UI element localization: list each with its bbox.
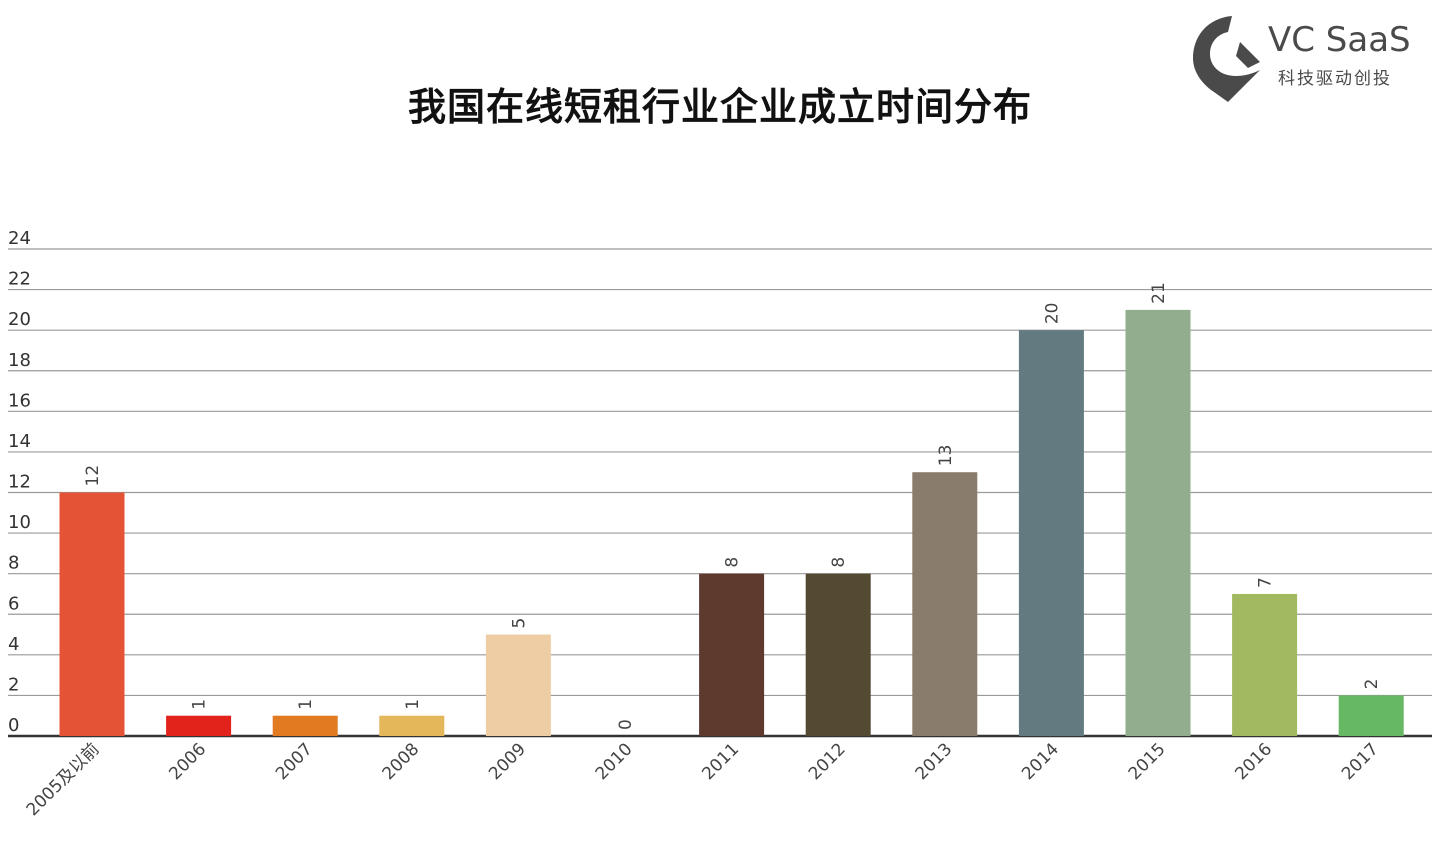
bar bbox=[912, 472, 978, 736]
x-tick-label: 2009 bbox=[485, 739, 530, 784]
x-tick-label: 2014 bbox=[1018, 739, 1063, 784]
data-label: 2 bbox=[1362, 679, 1382, 690]
bar bbox=[1232, 593, 1298, 736]
y-tick-label: 24 bbox=[8, 228, 31, 249]
y-tick-label: 22 bbox=[8, 269, 31, 290]
y-tick-label: 14 bbox=[8, 431, 31, 452]
x-tick-label: 2006 bbox=[165, 739, 210, 784]
y-tick-label: 12 bbox=[8, 472, 31, 493]
y-tick-label: 8 bbox=[8, 553, 19, 574]
x-tick-label: 2016 bbox=[1231, 739, 1276, 784]
bar bbox=[1125, 309, 1191, 736]
logo: VC SaaS 科技驱动创投 bbox=[1188, 12, 1418, 104]
data-label: 5 bbox=[509, 618, 529, 629]
x-tick-label: 2012 bbox=[805, 739, 850, 784]
y-tick-label: 16 bbox=[8, 390, 31, 411]
data-label: 21 bbox=[1149, 282, 1169, 304]
y-tick-label: 10 bbox=[8, 512, 31, 533]
bar bbox=[805, 573, 871, 736]
data-label: 1 bbox=[296, 699, 316, 710]
data-label: 13 bbox=[936, 445, 956, 467]
bar bbox=[59, 492, 125, 736]
data-labels: 12 1 1 1 5 0 8 8 13 20 21 7 2 bbox=[83, 282, 1382, 730]
bar bbox=[699, 573, 765, 736]
vc-saas-logo-icon bbox=[1193, 16, 1260, 102]
x-tick-label: 2007 bbox=[272, 739, 317, 784]
x-tick-label: 2005及以前 bbox=[23, 739, 104, 820]
data-label: 8 bbox=[829, 557, 849, 568]
y-tick-label: 20 bbox=[8, 309, 31, 330]
data-label: 12 bbox=[83, 465, 103, 487]
x-tick-label: 2010 bbox=[592, 739, 637, 784]
x-axis-ticks: 2005及以前 2006 2007 2008 2009 2010 2011 2012 2013 2… bbox=[23, 739, 1383, 820]
y-tick-label: 4 bbox=[8, 634, 19, 655]
data-label: 8 bbox=[723, 557, 743, 568]
data-label: 1 bbox=[403, 699, 423, 710]
bars bbox=[59, 309, 1404, 736]
x-tick-label: 2015 bbox=[1125, 739, 1170, 784]
x-tick-label: 2011 bbox=[698, 739, 743, 784]
data-label: 20 bbox=[1042, 303, 1062, 325]
x-tick-label: 2008 bbox=[379, 739, 424, 784]
bar bbox=[379, 715, 445, 736]
data-label: 0 bbox=[616, 719, 636, 730]
bar bbox=[485, 634, 551, 736]
y-tick-label: 2 bbox=[8, 674, 19, 695]
data-label: 1 bbox=[190, 699, 210, 710]
y-tick-label: 18 bbox=[8, 350, 31, 371]
x-tick-label: 2013 bbox=[912, 739, 957, 784]
data-label: 7 bbox=[1256, 577, 1276, 588]
chart-title: 我国在线短租行业企业成立时间分布 bbox=[407, 85, 1032, 129]
y-tick-label: 0 bbox=[8, 715, 19, 736]
bar bbox=[272, 715, 338, 736]
x-tick-label: 2017 bbox=[1338, 739, 1383, 784]
y-tick-label: 6 bbox=[8, 593, 19, 614]
bar bbox=[1338, 695, 1404, 736]
logo-brand: VC SaaS bbox=[1268, 20, 1411, 60]
bar bbox=[1018, 330, 1084, 736]
bar bbox=[166, 715, 232, 736]
logo-tagline: 科技驱动创投 bbox=[1278, 69, 1392, 89]
